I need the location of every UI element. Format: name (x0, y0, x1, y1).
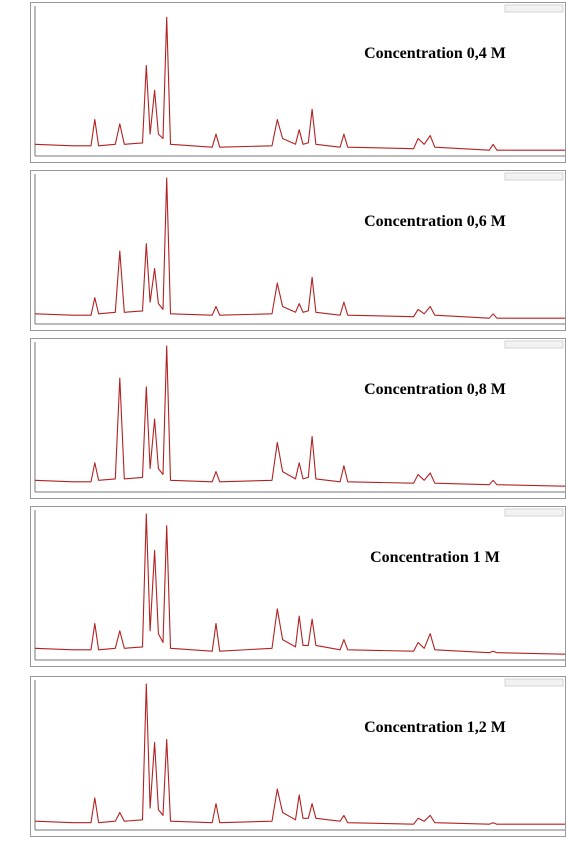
panel-frame (30, 338, 566, 499)
panel-frame (30, 170, 566, 331)
panel-label: Concentration 0,8 M (364, 381, 506, 398)
legend-box (504, 4, 564, 13)
xrd-line (34, 345, 566, 487)
legend-box (504, 508, 564, 517)
panel-frame (30, 506, 566, 667)
xrd-line (34, 16, 565, 151)
xrd-line (34, 683, 565, 825)
panel-label: Concentration 1 M (370, 549, 500, 566)
xrd-line (34, 177, 565, 319)
panel-label: Concentration 1,2 M (364, 719, 506, 736)
panel-label: Concentration 0,4 M (364, 45, 506, 62)
xrd-line (34, 513, 566, 655)
legend-box (504, 340, 564, 349)
panel-frame (30, 676, 566, 837)
panel-frame (30, 2, 566, 163)
panel-label: Concentration 0,6 M (364, 213, 506, 230)
legend-box (504, 678, 564, 687)
legend-box (504, 172, 564, 181)
